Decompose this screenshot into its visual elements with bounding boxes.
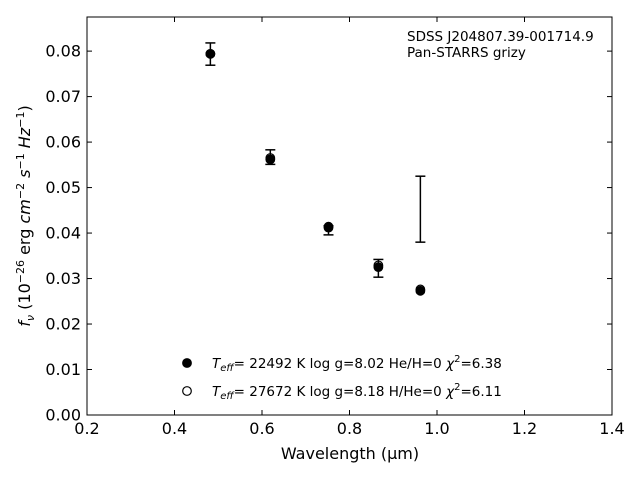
x-tick-label-4: 1.0: [424, 419, 449, 438]
y-tick-label-1: 0.01: [45, 360, 81, 379]
series-2-point-4: [373, 260, 384, 271]
y-tick-label-3: 0.03: [45, 269, 81, 288]
plot-marks: [205, 42, 426, 296]
x-axis-label: Wavelength (μm): [281, 444, 419, 463]
series-2-point-2: [265, 153, 276, 163]
x-tick-label-6: 1.4: [599, 419, 624, 438]
x-tick-label-0: 0.2: [74, 419, 99, 438]
y-tick-label-6: 0.06: [45, 133, 81, 152]
x-tick-label-1: 0.4: [162, 419, 187, 438]
error-bar-5: [415, 175, 426, 243]
y-axis-label: fν (10−26 erg cm−2 s−1 Hz−1): [14, 105, 37, 326]
legend-label-2: Teff= 27672 K log g=8.18 H/He=0 χ2=6.11: [212, 382, 502, 402]
svg-text:fν (10−26 erg cm−2 s−1 Hz−1): fν (10−26 erg cm−2 s−1 Hz−1): [14, 105, 37, 326]
y-tick-label-5: 0.05: [45, 178, 81, 197]
series-2-point-5: [415, 284, 426, 295]
series-2-point-1: [205, 48, 216, 59]
axes: 0.2 0.4 0.6 0.8 1.0 1.2 1.4 0.00 0.01 0.02 0.03 0.0…: [45, 16, 625, 438]
legend-marker-2: [182, 386, 192, 396]
y-tick-label-4: 0.04: [45, 224, 81, 243]
series-2-point-3: [323, 221, 334, 232]
y-tick-label-0: 0.00: [45, 406, 81, 425]
legend-entry-1: Teff= 22492 K log g=8.02 He/H=0 χ2=6.38: [182, 354, 502, 374]
y-tick-label-7: 0.07: [45, 87, 81, 106]
legend: Teff= 22492 K log g=8.02 He/H=0 χ2=6.38 T…: [182, 354, 502, 402]
x-tick-label-5: 1.2: [512, 419, 537, 438]
x-tick-label-3: 0.8: [337, 419, 362, 438]
legend-marker-1: [182, 358, 192, 368]
y-tick-label-2: 0.02: [45, 315, 81, 334]
legend-label-1: Teff= 22492 K log g=8.02 He/H=0 χ2=6.38: [212, 354, 502, 374]
annotation-line-1: SDSS J204807.39-001714.9: [407, 29, 594, 45]
x-tick-label-2: 0.6: [249, 419, 274, 438]
y-tick-label-8: 0.08: [45, 42, 81, 61]
annotation-line-2: Pan-STARRS grizy: [407, 45, 526, 61]
legend-entry-2: Teff= 27672 K log g=8.18 H/He=0 χ2=6.11: [182, 382, 502, 402]
